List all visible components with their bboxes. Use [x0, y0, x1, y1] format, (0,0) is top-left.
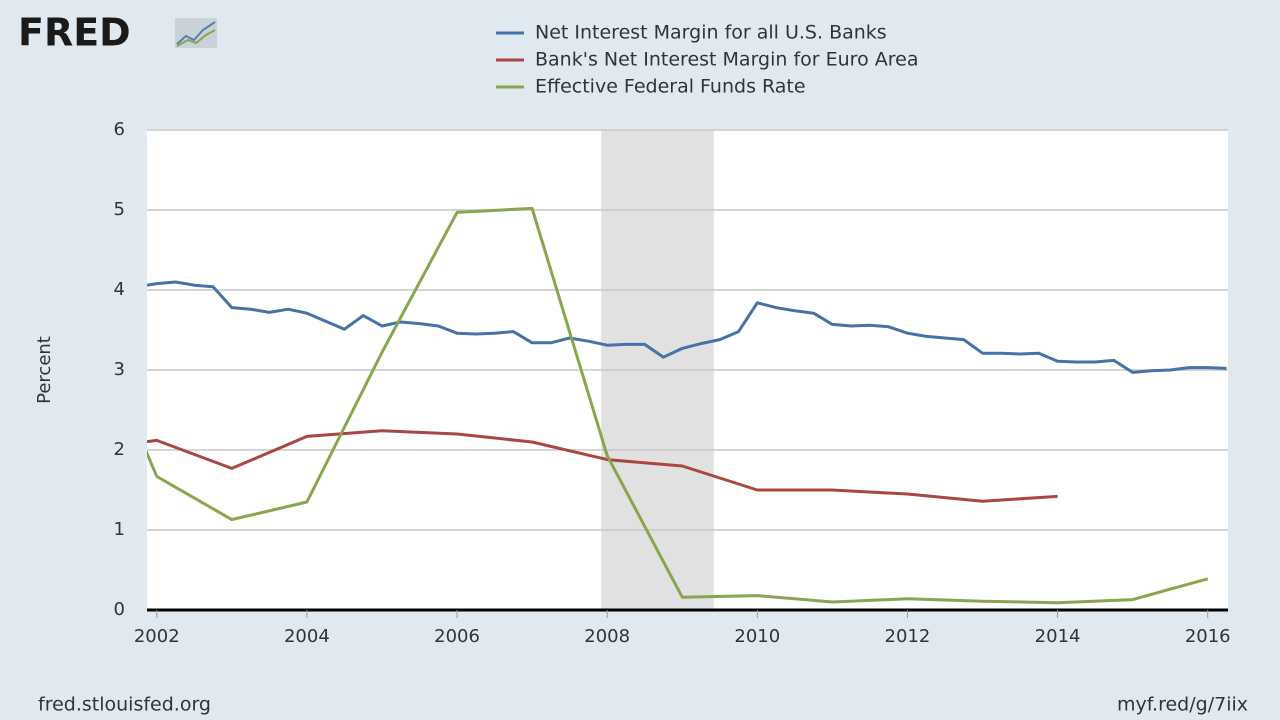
legend-label: Net Interest Margin for all U.S. Banks [535, 22, 887, 44]
plot: 0 1 2 3 4 5 6 2002 2004 2006 2008 2010 2012 2014 2016 [114, 119, 1231, 647]
legend-label: Effective Federal Funds Rate [535, 76, 806, 98]
footer-link: myf.red/g/7iix [1117, 694, 1248, 716]
series-line [147, 206, 1209, 605]
series-line [147, 429, 1058, 503]
x-tick-label: 2010 [734, 626, 780, 647]
y-tick-label: 0 [114, 599, 125, 620]
y-tick-label: 4 [114, 279, 125, 300]
series-group [147, 206, 1227, 605]
y-tick-label: 2 [114, 439, 125, 460]
footer-source: fred.stlouisfed.org [38, 694, 211, 716]
logo-icon [175, 18, 217, 48]
x-tick-label: 2016 [1185, 626, 1231, 647]
x-tick-label: 2002 [134, 626, 180, 647]
x-tick-label: 2006 [434, 626, 480, 647]
y-tick-label: 1 [114, 519, 125, 540]
y-tick-label: 5 [114, 199, 125, 220]
y-tick-label: 6 [114, 119, 125, 140]
x-tick-label: 2004 [284, 626, 330, 647]
x-tick-label: 2008 [584, 626, 630, 647]
logo: FRED [18, 11, 131, 55]
series-line [147, 280, 1227, 374]
x-tick-label: 2014 [1035, 626, 1081, 647]
y-axis-label: Percent [34, 336, 55, 404]
y-tick-label: 3 [114, 359, 125, 380]
legend-label: Bank's Net Interest Margin for Euro Area [535, 49, 918, 71]
x-tick-label: 2012 [885, 626, 931, 647]
